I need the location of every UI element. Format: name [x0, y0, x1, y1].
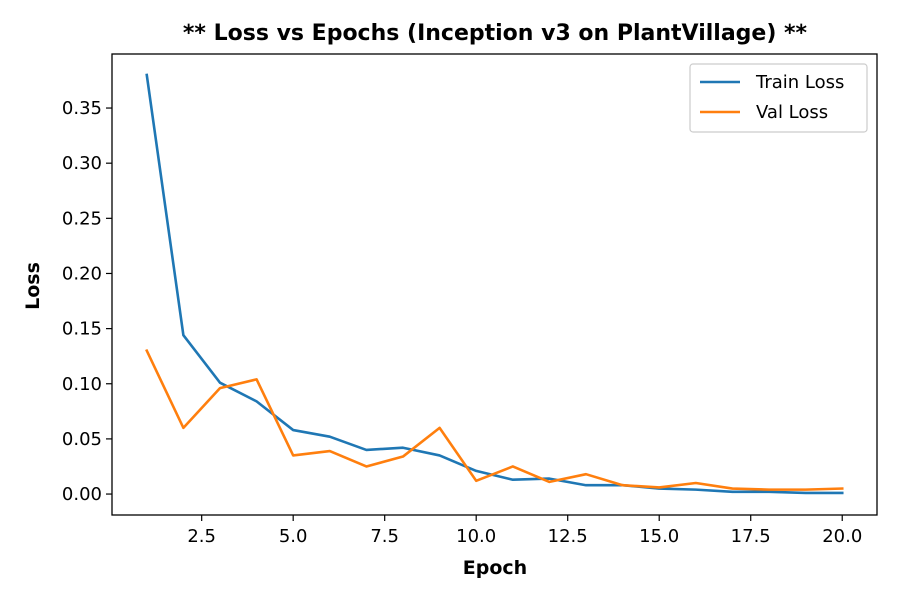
- y-tick-label: 0.20: [62, 263, 102, 284]
- series-line-val-loss: [145, 348, 844, 491]
- x-tick-label: 7.5: [370, 526, 399, 547]
- x-axis-label: Epoch: [463, 557, 527, 579]
- y-tick-label: 0.00: [62, 484, 102, 505]
- chart-title: ** Loss vs Epochs (Inception v3 on Plant…: [183, 21, 808, 46]
- y-tick-label: 0.10: [62, 374, 102, 395]
- x-tick-label: 10.0: [456, 526, 496, 547]
- x-tick-label: 17.5: [731, 526, 771, 547]
- plot-area: 2.5 5.0 7.5 10.0 12.5 15.0 17.5 20.0 0.00 0.05 0.1…: [62, 73, 862, 547]
- x-tick-label: 15.0: [639, 526, 679, 547]
- y-tick-label: 0.25: [62, 208, 102, 229]
- legend-label-train-loss: Train Loss: [755, 72, 844, 93]
- y-axis-label: Loss: [22, 262, 44, 310]
- y-tick-label: 0.15: [62, 319, 102, 340]
- y-tick-label: 0.05: [62, 429, 102, 450]
- y-tick-label: 0.30: [62, 153, 102, 174]
- x-tick-label: 5.0: [279, 526, 308, 547]
- x-tick-label: 20.0: [822, 526, 862, 547]
- legend-label-val-loss: Val Loss: [756, 102, 828, 123]
- axes-frame: [111, 53, 878, 516]
- legend: Train Loss Val Loss: [689, 63, 868, 133]
- x-tick-label: 2.5: [187, 526, 216, 547]
- y-tick-label: 0.35: [62, 98, 102, 119]
- x-tick-label: 12.5: [548, 526, 588, 547]
- series-line-train-loss: [145, 73, 844, 495]
